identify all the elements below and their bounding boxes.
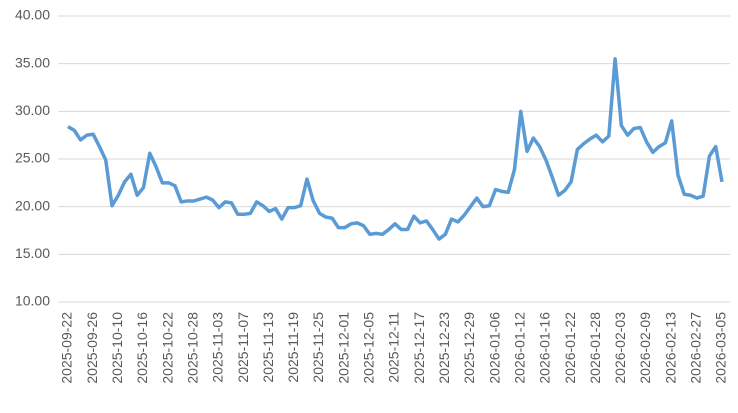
- y-tick-label: 40.00: [15, 7, 50, 23]
- x-tick-label: 2025-12-29: [461, 312, 477, 384]
- x-tick-label: 2025-11-13: [260, 312, 276, 383]
- x-tick-label: 2026-01-16: [537, 312, 553, 384]
- x-tick-label: 2026-02-03: [612, 312, 628, 384]
- x-tick-label: 2025-10-10: [109, 312, 125, 384]
- x-tick-label: 2026-01-12: [511, 312, 527, 384]
- y-tick-label: 15.00: [15, 245, 50, 261]
- series-line: [67, 57, 724, 241]
- x-tick-label: 2026-01-28: [587, 312, 603, 384]
- x-tick-label: 2025-10-28: [184, 312, 200, 384]
- x-tick-label: 2025-12-17: [411, 312, 427, 384]
- x-tick-label: 2025-11-03: [210, 312, 226, 383]
- y-tick-label: 30.00: [15, 102, 50, 118]
- x-tick-label: 2026-02-27: [688, 312, 704, 384]
- x-tick-label: 2025-11-19: [285, 312, 301, 383]
- x-tick-label: 2025-10-22: [159, 312, 175, 384]
- y-tick-label: 35.00: [15, 54, 50, 70]
- x-tick-label: 2025-11-07: [235, 312, 251, 383]
- x-tick-label: 2026-01-22: [562, 312, 578, 384]
- x-tick-label: 2025-09-26: [84, 312, 100, 384]
- x-tick-label: 2025-12-05: [361, 312, 377, 384]
- x-tick-label: 2025-12-01: [335, 312, 351, 384]
- x-tick-label: 2026-03-05: [713, 312, 729, 384]
- x-tick-label: 2025-09-22: [59, 312, 75, 384]
- x-tick-label: 2026-02-13: [662, 312, 678, 384]
- x-tick-label: 2026-02-09: [637, 312, 653, 384]
- x-tick-label: 2025-12-11: [386, 312, 402, 383]
- x-tick-label: 2025-10-16: [134, 312, 150, 384]
- y-tick-label: 10.00: [15, 293, 50, 309]
- x-tick-label: 2026-01-06: [486, 312, 502, 384]
- y-tick-label: 20.00: [15, 197, 50, 213]
- x-tick-label: 2025-12-23: [436, 312, 452, 384]
- y-tick-label: 25.00: [15, 150, 50, 166]
- x-tick-label: 2025-11-25: [310, 312, 326, 383]
